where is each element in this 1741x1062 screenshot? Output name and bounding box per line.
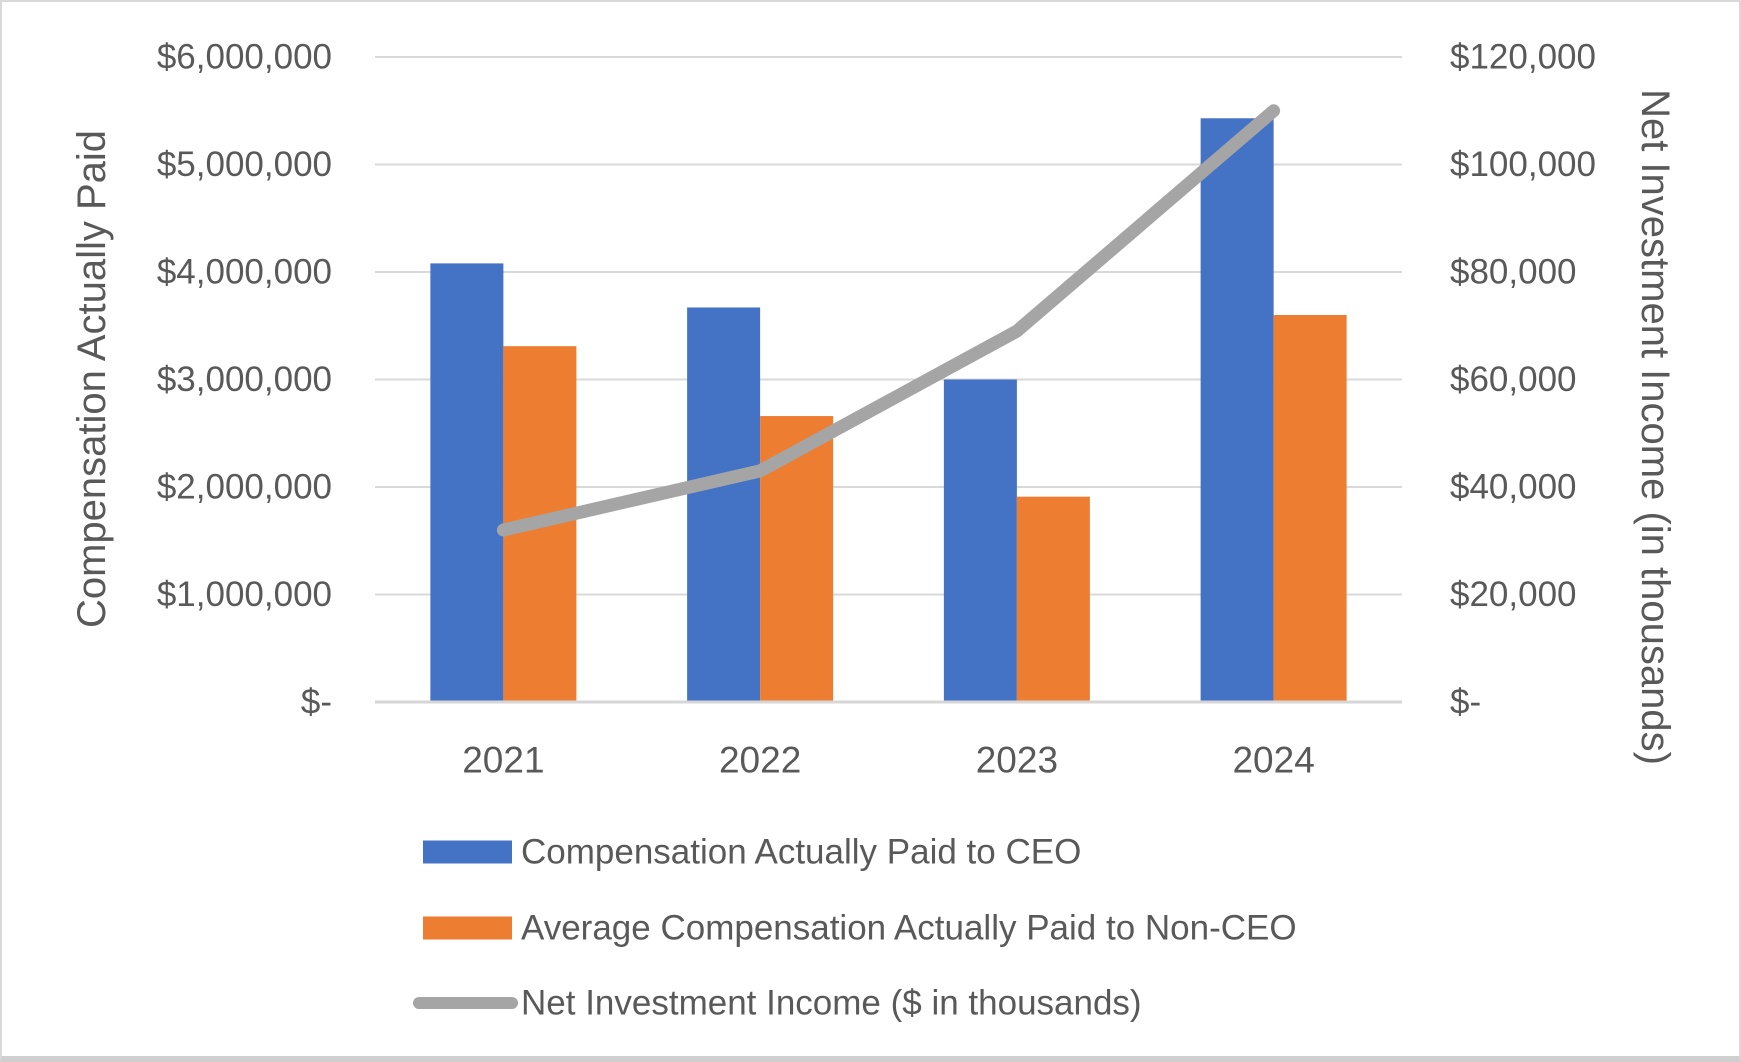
nii-line <box>496 104 1281 537</box>
left-axis-tick-label: $1,000,000 <box>157 575 332 614</box>
right-axis-tick-label: $- <box>1450 683 1481 722</box>
left-axis-tick-label: $6,000,000 <box>157 38 332 77</box>
x-axis-label-2023: 2023 <box>976 740 1058 781</box>
left-axis-tick-label: $3,000,000 <box>157 360 332 399</box>
right-axis-tick-label: $100,000 <box>1450 145 1596 184</box>
left-axis-tick-label: $- <box>301 683 332 722</box>
x-axis-tick-labels: 2021 2022 2023 2024 <box>462 740 1315 781</box>
left-axis-title: Compensation Actually Paid <box>70 130 114 628</box>
legend-swatch-0 <box>423 840 512 864</box>
line-series-group <box>496 104 1281 537</box>
legend: Compensation Actually Paid to CEO Average… <box>413 833 1297 1023</box>
left-axis-tick-label: $5,000,000 <box>157 145 332 184</box>
right-axis-tick-label: $80,000 <box>1450 253 1577 292</box>
left-axis-tick-label: $2,000,000 <box>157 468 332 507</box>
legend-swatch-1 <box>423 916 512 940</box>
x-axis-label-2022: 2022 <box>719 740 801 781</box>
right-axis-title: Net Investment Income (in thousands) <box>1633 89 1677 765</box>
bar-ceo-2022 <box>687 307 761 702</box>
left-axis-tick-labels: $- $1,000,000 $2,000,000 $3,000,000 $4,000,0… <box>157 38 332 722</box>
right-axis-tick-labels: $- $20,000 $40,000 $60,000 $80,000 $100,000 $1… <box>1450 38 1596 722</box>
axis-titles: Compensation Actually Paid Net Investment… <box>70 89 1677 765</box>
bar-ceo-2023 <box>943 379 1017 702</box>
bar-nonceo-2023 <box>1016 496 1090 702</box>
x-axis-label-2021: 2021 <box>462 740 544 781</box>
legend-label-0: Compensation Actually Paid to CEO <box>521 833 1081 872</box>
legend-label-2: Net Investment Income ($ in thousands) <box>521 984 1142 1023</box>
bar-series-group <box>430 118 1347 702</box>
right-axis-tick-label: $40,000 <box>1450 468 1577 507</box>
bar-ceo-2021 <box>430 263 504 702</box>
bar-nonceo-2024 <box>1273 315 1347 702</box>
right-axis-tick-label: $20,000 <box>1450 575 1577 614</box>
bar-ceo-2024 <box>1200 118 1274 702</box>
left-axis-tick-label: $4,000,000 <box>157 253 332 292</box>
legend-label-1: Average Compensation Actually Paid to No… <box>521 909 1297 948</box>
right-axis-tick-label: $60,000 <box>1450 360 1577 399</box>
x-axis-label-2024: 2024 <box>1232 740 1314 781</box>
right-axis-tick-label: $120,000 <box>1450 38 1596 77</box>
